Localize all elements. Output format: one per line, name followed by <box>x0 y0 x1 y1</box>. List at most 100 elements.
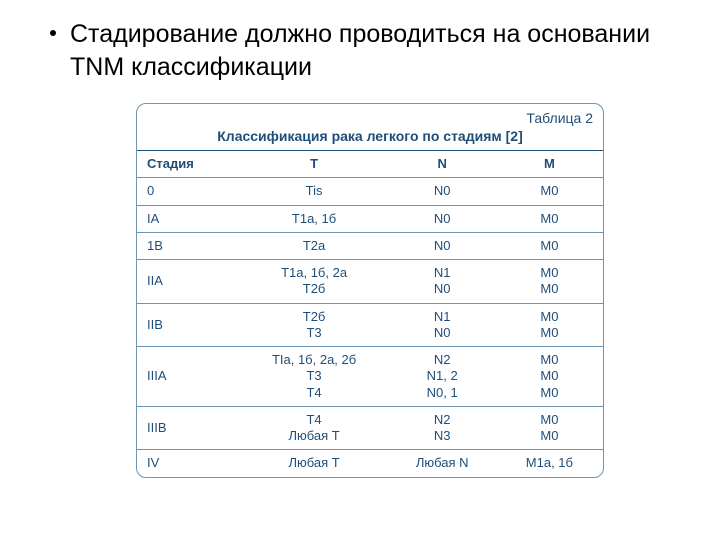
cell-m-line: M1a, 1б <box>506 455 593 471</box>
column-header-label: M <box>496 151 603 177</box>
column-header-stage: Стадия <box>137 151 240 178</box>
cell-n: N0 <box>389 205 496 232</box>
cell-n: N0 <box>389 178 496 205</box>
cell-n-value: N0 <box>389 178 496 204</box>
cell-n-value: N2N3 <box>389 407 496 450</box>
cell-stage-value: IIA <box>137 268 240 294</box>
column-header-t: T <box>240 151 389 178</box>
cell-stage: 0 <box>137 178 240 205</box>
cell-n: N1N0 <box>389 260 496 304</box>
cell-t-value: Любая T <box>240 450 389 476</box>
cell-m-value: M0M0 <box>496 304 603 347</box>
cell-stage: IV <box>137 450 240 477</box>
bullet-dot-icon <box>50 30 56 36</box>
cell-m-line: M0 <box>506 352 593 368</box>
cell-m: M0M0 <box>496 303 603 347</box>
cell-m-line: M0 <box>506 265 593 281</box>
cell-m-value: M0M0 <box>496 407 603 450</box>
cell-n-value: N1N0 <box>389 260 496 303</box>
cell-t: T1a, 1б <box>240 205 389 232</box>
cell-m-line: M0 <box>506 211 593 227</box>
cell-n-value: N2N1, 2N0, 1 <box>389 347 496 406</box>
cell-n-value: Любая N <box>389 450 496 476</box>
cell-m: M0M0M0 <box>496 347 603 407</box>
cell-t: T4Любая T <box>240 406 389 450</box>
cell-t-line: T3 <box>250 325 379 341</box>
cell-n: N2N1, 2N0, 1 <box>389 347 496 407</box>
cell-t: T2бT3 <box>240 303 389 347</box>
cell-m-value: M0M0 <box>496 260 603 303</box>
cell-t-value: T2бT3 <box>240 304 389 347</box>
cell-t-line: T2б <box>250 309 379 325</box>
cell-n-line: N1, 2 <box>399 368 486 384</box>
table-header-row: СтадияTNM <box>137 151 603 178</box>
cell-t: T2a <box>240 232 389 259</box>
column-header-label: Стадия <box>137 151 240 177</box>
cell-t-line: T1a, 1б <box>250 211 379 227</box>
cell-n-line: N1 <box>399 265 486 281</box>
cell-t-value: T2a <box>240 233 389 259</box>
cell-t: T1a, 1б, 2aT2б <box>240 260 389 304</box>
cell-stage-value: IA <box>137 206 240 232</box>
cell-stage: IIA <box>137 260 240 304</box>
cell-n: N1N0 <box>389 303 496 347</box>
cell-t-line: T2б <box>250 281 379 297</box>
cell-n-line: N0 <box>399 281 486 297</box>
cell-m-line: M0 <box>506 238 593 254</box>
cell-stage: IIIA <box>137 347 240 407</box>
cell-t-line: T1a, 1б, 2a <box>250 265 379 281</box>
cell-m: M0 <box>496 178 603 205</box>
cell-t: Tis <box>240 178 389 205</box>
cell-m-line: M0 <box>506 385 593 401</box>
cell-t-value: TIa, 1б, 2a, 2бT3T4 <box>240 347 389 406</box>
bullet-item: Стадирование должно проводиться на основ… <box>50 18 690 83</box>
cell-m: M0M0 <box>496 406 603 450</box>
cell-m-value: M0 <box>496 178 603 204</box>
cell-stage-value: 1B <box>137 233 240 259</box>
column-header-label: T <box>240 151 389 177</box>
cell-n-line: N2 <box>399 412 486 428</box>
cell-n-line: N0 <box>399 238 486 254</box>
cell-t-line: T3 <box>250 368 379 384</box>
table-row: IIIATIa, 1б, 2a, 2бT3T4N2N1, 2N0, 1M0M0M… <box>137 347 603 407</box>
cell-stage: 1B <box>137 232 240 259</box>
column-header-label: N <box>389 151 496 177</box>
cell-n-line: N0 <box>399 211 486 227</box>
cell-n-line: Любая N <box>399 455 486 471</box>
cell-m: M0M0 <box>496 260 603 304</box>
cell-m-line: M0 <box>506 428 593 444</box>
cell-t-value: Tis <box>240 178 389 204</box>
cell-t-value: T4Любая T <box>240 407 389 450</box>
cell-t-line: Любая T <box>250 428 379 444</box>
cell-m: M1a, 1б <box>496 450 603 477</box>
table-row: 1B T2a N0 M0 <box>137 232 603 259</box>
table-row: IIBT2бT3N1N0M0M0 <box>137 303 603 347</box>
cell-m-line: M0 <box>506 325 593 341</box>
cell-n-line: N0 <box>399 183 486 199</box>
table-label: Таблица 2 <box>137 104 603 128</box>
cell-n-value: N1N0 <box>389 304 496 347</box>
cell-t: TIa, 1б, 2a, 2бT3T4 <box>240 347 389 407</box>
table-row: 0 Tis N0 M0 <box>137 178 603 205</box>
cell-n: N2N3 <box>389 406 496 450</box>
cell-t-line: T2a <box>250 238 379 254</box>
cell-t-value: T1a, 1б, 2aT2б <box>240 260 389 303</box>
cell-t-line: T4 <box>250 385 379 401</box>
table-body: 0TisN0M0IAT1a, 1бN0M01BT2aN0M0IIAT1a, 1б… <box>137 178 603 477</box>
cell-stage-value: IIIA <box>137 363 240 389</box>
cell-n: Любая N <box>389 450 496 477</box>
table-title: Классификация рака легкого по стадиям [2… <box>137 128 603 151</box>
cell-m-value: M1a, 1б <box>496 450 603 476</box>
cell-m-line: M0 <box>506 281 593 297</box>
cell-t-line: T4 <box>250 412 379 428</box>
cell-m: M0 <box>496 232 603 259</box>
table-row: IVЛюбая T Любая N M1a, 1б <box>137 450 603 477</box>
staging-table-container: Таблица 2 Классификация рака легкого по … <box>136 103 604 478</box>
cell-stage-value: 0 <box>137 178 240 204</box>
cell-t-line: Tis <box>250 183 379 199</box>
table-row: IA T1a, 1б N0 M0 <box>137 205 603 232</box>
table-row: IIIBT4Любая TN2N3M0M0 <box>137 406 603 450</box>
cell-t-value: T1a, 1б <box>240 206 389 232</box>
cell-n-value: N0 <box>389 233 496 259</box>
cell-n-line: N0, 1 <box>399 385 486 401</box>
